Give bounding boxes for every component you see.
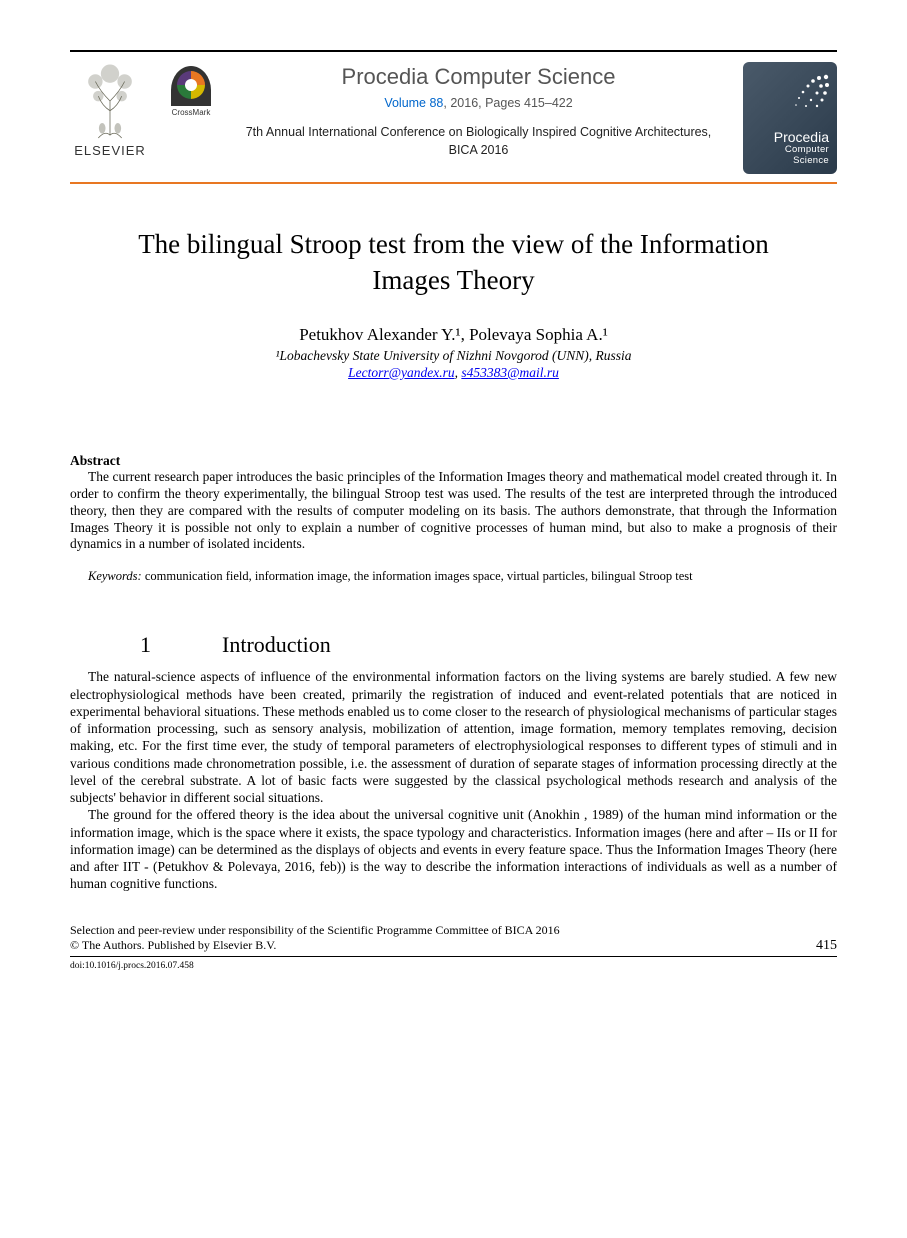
affiliation: ¹Lobachevsky State University of Nizhni … bbox=[70, 348, 837, 364]
journal-name: Procedia Computer Science bbox=[232, 64, 725, 90]
footer-peer-review: Selection and peer-review under responsi… bbox=[70, 923, 560, 937]
intro-paragraph-2: The ground for the offered theory is the… bbox=[70, 806, 837, 892]
volume-link[interactable]: Volume 88 bbox=[384, 96, 443, 110]
abstract-section: Abstract The current research paper intr… bbox=[70, 453, 837, 553]
volume-line: Volume 88, 2016, Pages 415–422 bbox=[232, 96, 725, 110]
elsevier-logo-icon bbox=[71, 62, 149, 140]
page-number: 415 bbox=[816, 938, 837, 954]
procedia-dots-icon bbox=[791, 72, 831, 112]
publisher-label: ELSEVIER bbox=[74, 143, 146, 158]
email-link-2[interactable]: s453383@mail.ru bbox=[461, 365, 559, 380]
intro-paragraph-1: The natural-science aspects of influence… bbox=[70, 668, 837, 806]
abstract-body: The current research paper introduces th… bbox=[70, 469, 837, 553]
conference-name: 7th Annual International Conference on B… bbox=[232, 124, 725, 159]
crossmark-block[interactable]: CrossMark bbox=[168, 62, 214, 117]
paper-header: ELSEVIER CrossMark Procedia Computer Sci… bbox=[70, 50, 837, 184]
email-link-1[interactable]: Lectorr@yandex.ru bbox=[348, 365, 455, 380]
page-footer: Selection and peer-review under responsi… bbox=[70, 923, 837, 957]
header-center: Procedia Computer Science Volume 88, 201… bbox=[232, 62, 725, 159]
page: ELSEVIER CrossMark Procedia Computer Sci… bbox=[0, 0, 907, 1011]
procedia-badge: Procedia Computer Science bbox=[743, 62, 837, 174]
section-number: 1 bbox=[140, 632, 222, 658]
authors: Petukhov Alexander Y.¹, Polevaya Sophia … bbox=[70, 325, 837, 345]
footer-copyright: © The Authors. Published by Elsevier B.V… bbox=[70, 938, 276, 952]
crossmark-label: CrossMark bbox=[172, 108, 211, 117]
author-emails: Lectorr@yandex.ru, s453383@mail.ru bbox=[70, 365, 837, 381]
section-title: Introduction bbox=[222, 632, 331, 657]
footer-left: Selection and peer-review under responsi… bbox=[70, 923, 560, 954]
keywords-body: communication field, information image, … bbox=[142, 569, 693, 583]
keywords-label: Keywords: bbox=[88, 569, 142, 583]
crossmark-icon bbox=[171, 66, 211, 106]
abstract-heading: Abstract bbox=[70, 453, 837, 469]
doi: doi:10.1016/j.procs.2016.07.458 bbox=[70, 961, 837, 971]
publisher-block: ELSEVIER bbox=[70, 62, 150, 158]
procedia-badge-text: Procedia Computer Science bbox=[774, 129, 829, 166]
section-heading-introduction: 1Introduction bbox=[140, 632, 837, 658]
paper-title: The bilingual Stroop test from the view … bbox=[110, 226, 797, 299]
volume-rest: , 2016, Pages 415–422 bbox=[443, 96, 572, 110]
keywords: Keywords: communication field, informati… bbox=[70, 569, 837, 584]
